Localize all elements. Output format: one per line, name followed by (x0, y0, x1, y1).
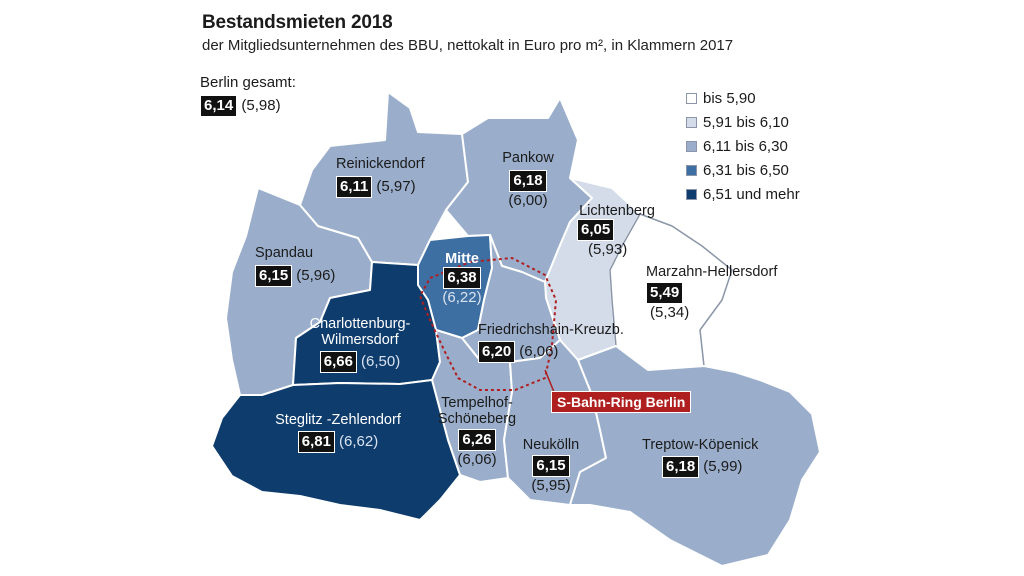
legend-swatch (686, 164, 697, 176)
district-name-line1: Tempelhof- (441, 395, 513, 411)
district-name: Marzahn-Hellersdorf (646, 264, 778, 280)
map-title: Bestandsmieten 2018 (202, 12, 393, 33)
legend-swatch (686, 116, 697, 128)
district-label-marzahn-hellersdorf: Marzahn-Hellersdorf 5,49 (5,34) (646, 264, 777, 321)
district-area-steglitz-zehlendorf (211, 379, 461, 521)
district-value-badge: 5,49 (646, 282, 684, 304)
total-label: Berlin gesamt: (200, 74, 296, 91)
map-subtitle: der Mitgliedsunternehmen des BBU, nettok… (202, 37, 734, 54)
district-name: Pankow (502, 150, 554, 166)
legend-label: 5,91 bis 6,10 (703, 113, 789, 131)
sbahn-ring-label: S-Bahn-Ring Berlin (551, 391, 692, 413)
district-label-lichtenberg: Lichtenberg 6,05 (5,93) (572, 203, 662, 258)
legend-label: 6,11 bis 6,30 (703, 137, 788, 155)
legend-label: bis 5,90 (703, 89, 756, 107)
district-label-reinickendorf: Reinickendorf 6,11 (5,97) (336, 156, 425, 198)
district-value-badge: 6,11 (336, 176, 373, 198)
district-prev-value: (5,96) (296, 267, 336, 284)
district-prev-value: (5,93) (588, 241, 628, 258)
district-value-badge: 6,26 (458, 429, 496, 451)
legend-item: 6,31 bis 6,50 (686, 158, 800, 182)
district-name: Neukölln (522, 437, 580, 453)
legend-item: 6,51 und mehr (686, 182, 800, 206)
district-name-line2: Wilmersdorf (321, 332, 399, 348)
district-label-steglitz-zehlendorf: Steglitz -Zehlendorf 6,81 (6,62) (262, 412, 414, 453)
legend-swatch (686, 92, 697, 104)
district-prev-value: (6,06) (457, 451, 497, 468)
district-value-badge: 6,66 (319, 351, 357, 373)
district-value-badge: 6,20 (478, 341, 516, 363)
district-label-friedrichshain-kreuzberg: Friedrichshain-Kreuzb. 6,20 (6,06) (478, 322, 624, 363)
district-name: Reinickendorf (336, 156, 425, 172)
legend-item: bis 5,90 (686, 86, 800, 110)
sbahn-ring-line (418, 256, 558, 391)
district-label-charlottenburg-wilmersdorf: Charlottenburg- Wilmersdorf 6,66 (6,50) (300, 316, 420, 373)
district-prev-value: (5,99) (703, 458, 743, 475)
legend-label: 6,51 und mehr (703, 185, 800, 203)
district-area-reinickendorf (299, 91, 469, 266)
district-value-badge: 6,18 (662, 456, 700, 478)
district-name-line1: Charlottenburg- (309, 316, 411, 332)
district-label-spandau: Spandau 6,15 (5,96) (255, 245, 335, 287)
district-value-badge: 6,81 (297, 431, 335, 453)
total-value-badge: 6,14 (200, 95, 238, 117)
legend: bis 5,90 5,91 bis 6,10 6,11 bis 6,30 6,3… (686, 86, 800, 206)
legend-swatch (686, 140, 697, 152)
district-name-line2: Schöneberg (437, 411, 517, 427)
legend-item: 5,91 bis 6,10 (686, 110, 800, 134)
district-prev-value: (6,50) (361, 353, 401, 370)
district-name: Spandau (255, 245, 314, 261)
district-value-badge: 6,15 (532, 455, 570, 477)
district-name: Friedrichshain-Kreuzb. (478, 322, 624, 338)
district-prev-value: (5,97) (376, 178, 416, 195)
district-value-badge: 6,05 (577, 219, 615, 241)
district-name: Lichtenberg (579, 203, 655, 219)
district-label-tempelhof-schoeneberg: Tempelhof- Schöneberg 6,26 (6,06) (437, 395, 517, 468)
total-values: 6,14 (5,98) (200, 95, 281, 117)
legend-label: 6,31 bis 6,50 (703, 161, 789, 179)
sbahn-ring-pointer (544, 369, 555, 393)
district-name: Treptow-Köpenick (642, 437, 759, 453)
district-prev-value: (6,62) (339, 433, 379, 450)
district-prev-value: (5,95) (531, 477, 571, 494)
district-value-badge: 6,38 (443, 267, 481, 289)
district-name: Mitte (445, 251, 479, 267)
district-label-treptow-koepenick: Treptow-Köpenick 6,18 (5,99) (642, 437, 758, 478)
legend-item: 6,11 bis 6,30 (686, 134, 800, 158)
district-prev-value: (6,06) (519, 343, 559, 360)
district-name: Steglitz -Zehlendorf (275, 412, 401, 428)
district-prev-value: (6,22) (442, 289, 482, 306)
district-label-mitte: Mitte 6,38 (6,22) (432, 251, 492, 306)
district-label-neukoelln: Neukölln 6,15 (5,95) (518, 437, 584, 494)
district-value-badge: 6,15 (255, 265, 293, 287)
district-prev-value: (6,00) (508, 192, 548, 209)
legend-swatch (686, 188, 697, 200)
district-prev-value: (5,34) (650, 304, 690, 321)
total-prev-value: (5,98) (241, 97, 281, 114)
district-value-badge: 6,18 (509, 170, 547, 192)
district-label-pankow: Pankow 6,18 (6,00) (498, 150, 558, 209)
